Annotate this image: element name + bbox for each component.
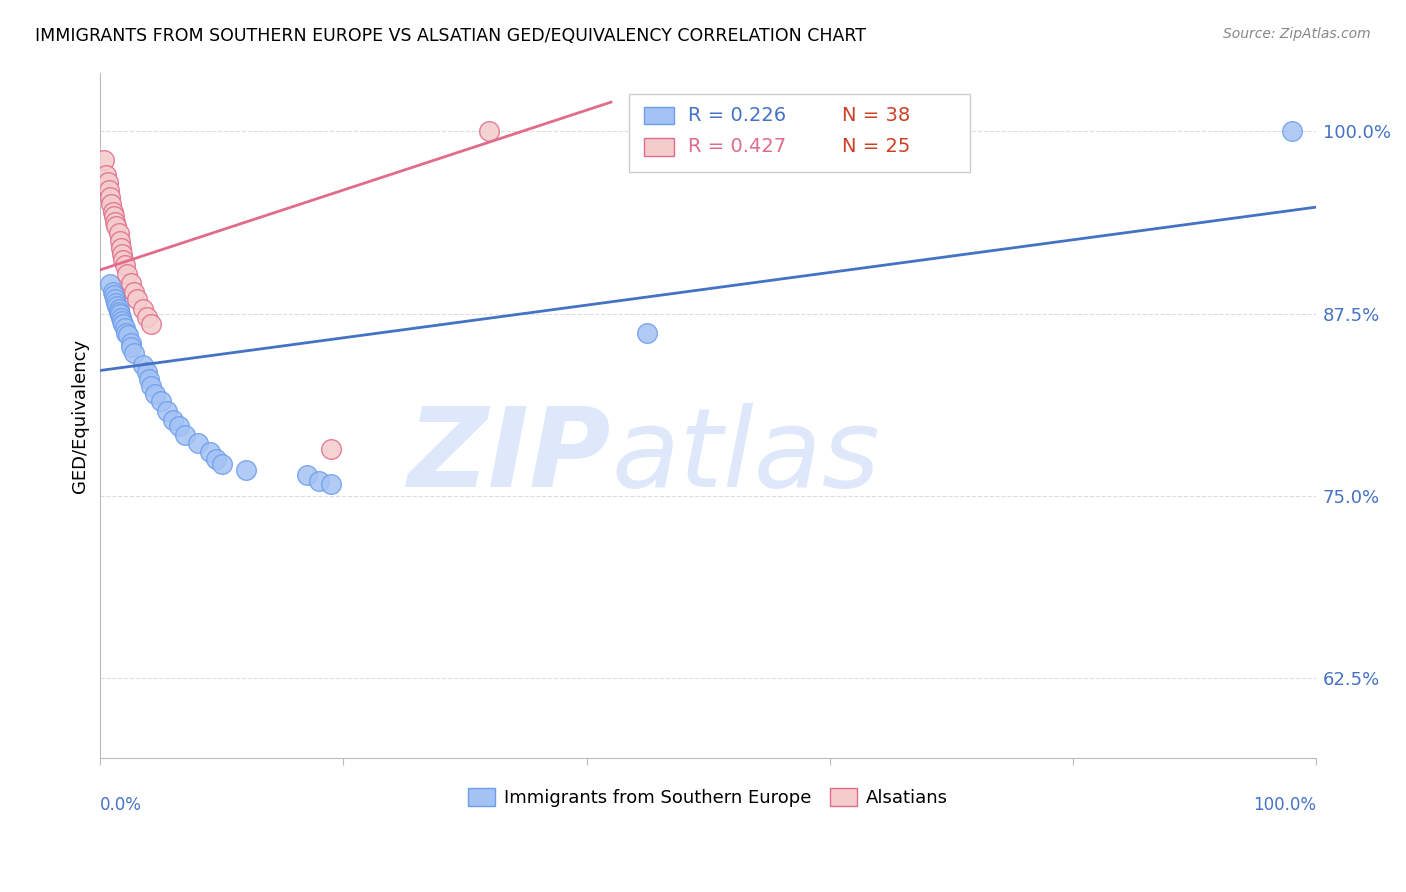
Text: N = 38: N = 38 [842,106,910,125]
Point [308,475,330,489]
Point [103,209,125,223]
Point [211,457,233,471]
Text: Source: ZipAtlas.com: Source: ZipAtlas.com [1223,27,1371,41]
Point [111,314,134,328]
Point [107,302,129,317]
Text: R = 0.427: R = 0.427 [688,137,786,156]
Point [205,452,228,467]
Point [132,358,155,372]
Point [135,365,157,379]
Text: 0.0%: 0.0% [100,796,142,814]
Point [295,468,318,483]
Point [125,292,148,306]
Point [105,219,128,233]
Point [235,462,257,476]
Point [107,305,129,319]
Text: R = 0.226: R = 0.226 [688,106,786,125]
Legend: Immigrants from Southern Europe, Alsatians: Immigrants from Southern Europe, Alsatia… [461,780,955,814]
Point [104,215,127,229]
Point [97,183,120,197]
Point [115,267,138,281]
Point [117,328,139,343]
Point [115,326,138,340]
Point [478,124,501,138]
Point [114,259,136,273]
Point [132,302,155,317]
Point [636,326,658,340]
Text: IMMIGRANTS FROM SOUTHERN EUROPE VS ALSATIAN GED/EQUIVALENCY CORRELATION CHART: IMMIGRANTS FROM SOUTHERN EUROPE VS ALSAT… [35,27,866,45]
Point [120,340,142,354]
Text: 100.0%: 100.0% [1253,796,1316,814]
Point [110,310,132,325]
Point [93,153,115,168]
Point [187,436,209,450]
Point [98,190,121,204]
Point [96,168,118,182]
Point [103,287,125,301]
Bar [644,107,673,124]
Point [108,234,131,248]
Point [198,445,221,459]
Point [1281,124,1303,138]
Point [150,394,173,409]
Point [135,310,157,324]
Point [97,175,120,189]
Point [114,321,136,335]
Point [111,247,134,261]
Point [107,227,129,241]
Point [138,372,160,386]
Text: atlas: atlas [612,403,880,510]
Point [124,346,146,360]
Point [321,477,343,491]
Point [100,197,122,211]
Point [112,317,135,331]
Point [143,386,166,401]
Point [124,285,146,299]
Point [162,413,184,427]
Point [101,285,124,299]
Point [174,427,197,442]
Point [156,404,179,418]
Point [104,292,127,306]
Point [120,335,142,350]
Point [321,442,343,457]
Point [169,418,191,433]
Text: ZIP: ZIP [408,403,612,510]
Point [105,299,128,313]
Point [141,379,163,393]
Point [141,317,163,331]
Point [120,276,142,290]
Text: N = 25: N = 25 [842,137,910,156]
Point [110,241,132,255]
Point [98,277,121,292]
Point [108,307,131,321]
Point [101,204,124,219]
Y-axis label: GED/Equivalency: GED/Equivalency [72,339,89,492]
Point [112,252,135,267]
Bar [644,138,673,155]
Point [105,296,128,310]
FancyBboxPatch shape [628,94,970,172]
